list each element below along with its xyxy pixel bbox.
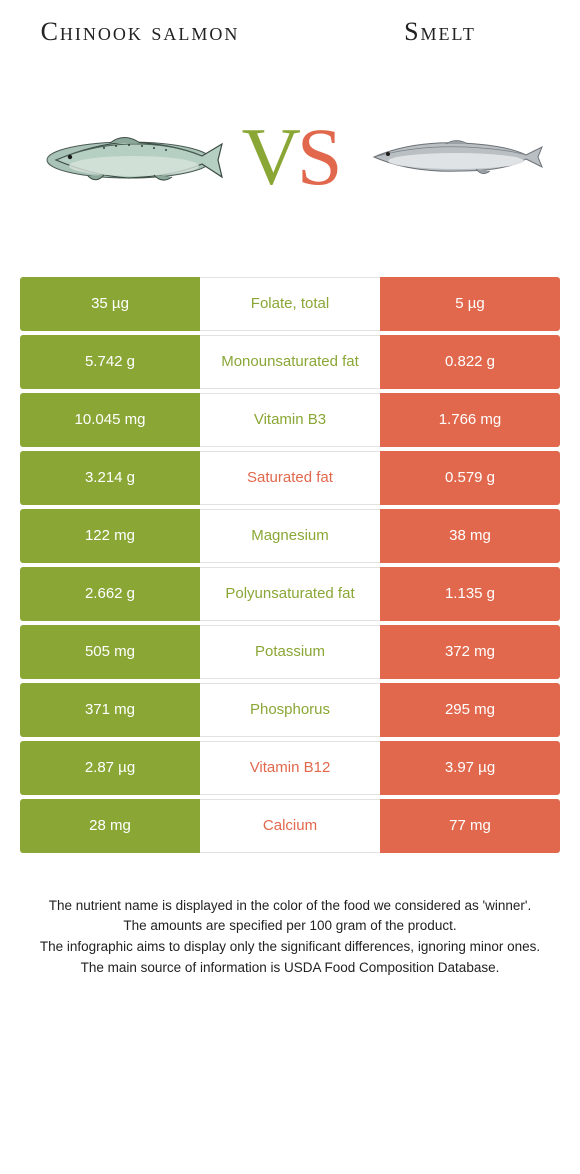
- nutrient-name: Phosphorus: [200, 683, 380, 737]
- table-row: 505 mgPotassium372 mg: [20, 625, 560, 679]
- value-left: 3.214 g: [20, 451, 200, 505]
- value-right: 295 mg: [380, 683, 560, 737]
- value-right: 1.766 mg: [380, 393, 560, 447]
- table-row: 371 mgPhosphorus295 mg: [20, 683, 560, 737]
- nutrient-name: Magnesium: [200, 509, 380, 563]
- vs-v: V: [242, 111, 297, 202]
- table-row: 2.87 µgVitamin B123.97 µg: [20, 741, 560, 795]
- value-left: 505 mg: [20, 625, 200, 679]
- footer-line: The main source of information is USDA F…: [28, 959, 552, 978]
- value-right: 3.97 µg: [380, 741, 560, 795]
- footer-line: The infographic aims to display only the…: [28, 938, 552, 957]
- nutrient-name: Vitamin B12: [200, 741, 380, 795]
- value-right: 1.135 g: [380, 567, 560, 621]
- header: Chinook salmon Smelt: [0, 0, 580, 47]
- vs-s: S: [297, 111, 339, 202]
- value-right: 0.822 g: [380, 335, 560, 389]
- smelt-image: [342, 127, 560, 187]
- table-row: 3.214 gSaturated fat0.579 g: [20, 451, 560, 505]
- title-right: Smelt: [320, 18, 560, 47]
- title-left: Chinook salmon: [20, 18, 260, 47]
- value-right: 38 mg: [380, 509, 560, 563]
- value-left: 122 mg: [20, 509, 200, 563]
- nutrient-name: Saturated fat: [200, 451, 380, 505]
- salmon-image: [20, 122, 238, 192]
- value-left: 371 mg: [20, 683, 200, 737]
- footer-line: The nutrient name is displayed in the co…: [28, 897, 552, 916]
- table-row: 35 µgFolate, total5 µg: [20, 277, 560, 331]
- footer-line: The amounts are specified per 100 gram o…: [28, 917, 552, 936]
- value-left: 10.045 mg: [20, 393, 200, 447]
- nutrient-name: Vitamin B3: [200, 393, 380, 447]
- nutrient-name: Calcium: [200, 799, 380, 853]
- table-row: 2.662 gPolyunsaturated fat1.135 g: [20, 567, 560, 621]
- nutrient-name: Polyunsaturated fat: [200, 567, 380, 621]
- hero: VS: [0, 87, 580, 227]
- value-right: 372 mg: [380, 625, 560, 679]
- value-left: 28 mg: [20, 799, 200, 853]
- value-left: 5.742 g: [20, 335, 200, 389]
- nutrient-name: Monounsaturated fat: [200, 335, 380, 389]
- nutrient-name: Potassium: [200, 625, 380, 679]
- vs-label: VS: [238, 116, 343, 198]
- nutrient-name: Folate, total: [200, 277, 380, 331]
- comparison-table: 35 µgFolate, total5 µg5.742 gMonounsatur…: [20, 277, 560, 853]
- value-right: 5 µg: [380, 277, 560, 331]
- value-left: 2.87 µg: [20, 741, 200, 795]
- value-right: 77 mg: [380, 799, 560, 853]
- footer-notes: The nutrient name is displayed in the co…: [28, 897, 552, 979]
- table-row: 28 mgCalcium77 mg: [20, 799, 560, 853]
- value-right: 0.579 g: [380, 451, 560, 505]
- value-left: 2.662 g: [20, 567, 200, 621]
- value-left: 35 µg: [20, 277, 200, 331]
- table-row: 122 mgMagnesium38 mg: [20, 509, 560, 563]
- table-row: 5.742 gMonounsaturated fat0.822 g: [20, 335, 560, 389]
- table-row: 10.045 mgVitamin B31.766 mg: [20, 393, 560, 447]
